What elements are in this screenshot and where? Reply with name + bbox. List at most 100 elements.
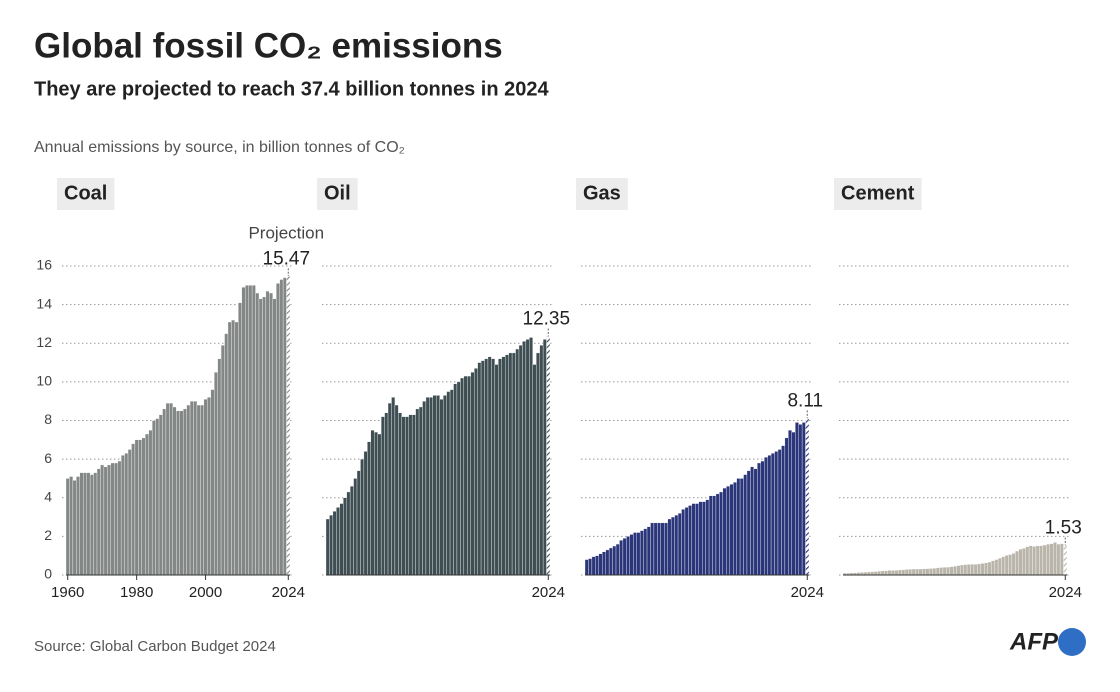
bar: [363, 451, 368, 576]
y-tick-label: 12: [36, 334, 52, 350]
bar: [505, 354, 509, 576]
bar: [639, 530, 644, 576]
bar: [615, 543, 620, 576]
bar: [387, 402, 392, 576]
bar: [653, 522, 658, 576]
bar: [880, 570, 885, 576]
bar: [657, 522, 661, 576]
bar: [439, 399, 444, 576]
bar: [245, 285, 249, 576]
bar: [1028, 545, 1033, 576]
bar: [991, 560, 995, 576]
y-tick-label: 16: [36, 257, 52, 273]
y-tick-label: 2: [44, 527, 52, 543]
bar: [588, 558, 593, 576]
bar: [915, 568, 919, 576]
bar: [1063, 545, 1068, 576]
bar: [598, 553, 603, 576]
bar: [1032, 546, 1037, 576]
bar: [148, 429, 153, 576]
bar: [670, 516, 675, 576]
bar: [712, 495, 717, 576]
y-tick-label: 4: [44, 488, 52, 504]
bar: [401, 416, 406, 576]
bar: [251, 285, 256, 576]
bar: [100, 464, 105, 576]
bar: [258, 298, 263, 576]
bar: [398, 412, 402, 576]
bar: [602, 551, 606, 576]
bar: [265, 290, 270, 576]
bar: [346, 491, 351, 576]
bar: [65, 478, 70, 576]
bar: [1001, 556, 1006, 576]
bar: [1011, 553, 1016, 576]
bar: [733, 482, 737, 576]
bar: [791, 431, 796, 576]
bar: [897, 569, 902, 576]
logo-circle: [1058, 628, 1086, 656]
bar: [977, 563, 982, 576]
bar: [622, 538, 627, 576]
bar: [684, 507, 689, 576]
bar: [217, 358, 222, 576]
bar: [103, 466, 108, 576]
bar: [546, 336, 551, 576]
bar: [939, 567, 944, 576]
bar: [873, 571, 878, 576]
bar: [405, 416, 409, 576]
bar: [522, 341, 527, 576]
bar: [1015, 550, 1019, 576]
bar: [956, 565, 961, 576]
bar: [349, 485, 354, 576]
bar: [179, 410, 184, 576]
bar: [1053, 542, 1057, 576]
bar: [904, 569, 909, 576]
bar: [887, 570, 892, 576]
bar: [770, 453, 775, 576]
bar: [367, 441, 371, 576]
bar: [515, 348, 520, 576]
bar: [356, 470, 361, 576]
bar: [360, 458, 365, 576]
bar: [753, 468, 758, 576]
bar: [736, 478, 741, 576]
y-tick-label: 14: [36, 295, 52, 311]
x-tick-label: 1960: [51, 584, 84, 601]
bar: [877, 570, 882, 576]
bar: [949, 566, 954, 576]
bar: [429, 397, 434, 576]
bar: [719, 491, 724, 576]
bar: [591, 556, 596, 576]
bar: [463, 375, 468, 576]
bar: [695, 503, 699, 576]
bar: [681, 509, 686, 576]
bar: [456, 381, 461, 576]
bar: [739, 478, 744, 576]
panel-title: Cement: [841, 182, 915, 204]
bar: [498, 358, 502, 576]
bar: [774, 451, 779, 576]
bar: [608, 547, 613, 576]
bar: [220, 345, 225, 576]
panel-title: Oil: [324, 182, 351, 204]
bar: [384, 412, 389, 576]
panel-title: Gas: [583, 182, 621, 204]
bar: [442, 395, 447, 576]
bar: [165, 402, 170, 576]
logo: AFP: [1009, 628, 1059, 655]
bar: [626, 536, 630, 576]
bar: [418, 406, 423, 576]
bar: [539, 345, 544, 576]
bar: [203, 399, 208, 576]
bar: [750, 466, 755, 576]
bar: [942, 567, 947, 576]
bar: [69, 476, 74, 576]
panel-title-box: [834, 178, 922, 210]
bar: [248, 285, 253, 576]
bar: [477, 362, 482, 576]
bar: [511, 352, 516, 576]
bar: [467, 375, 471, 576]
bar: [928, 568, 933, 576]
bar: [795, 422, 799, 576]
